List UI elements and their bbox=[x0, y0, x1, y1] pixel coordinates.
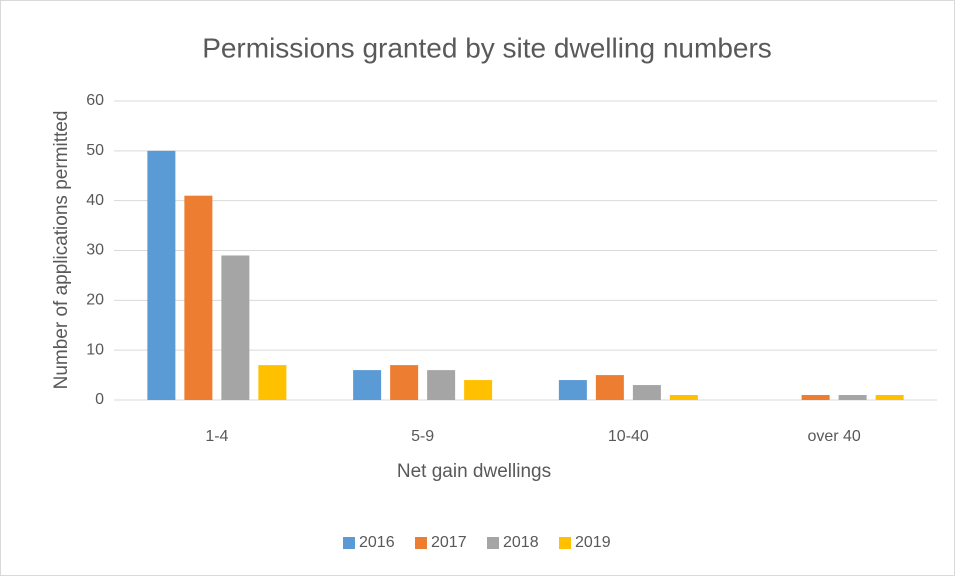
y-tick-label: 40 bbox=[86, 192, 104, 209]
y-tick-label: 60 bbox=[86, 92, 104, 109]
legend-label: 2019 bbox=[575, 534, 611, 551]
bar bbox=[221, 255, 250, 400]
bar bbox=[184, 195, 213, 400]
bar bbox=[558, 380, 587, 400]
bar bbox=[595, 375, 624, 400]
x-axis-label: Net gain dwellings bbox=[397, 461, 551, 482]
chart-title: Permissions granted by site dwelling num… bbox=[202, 32, 772, 63]
legend-label: 2018 bbox=[503, 534, 539, 551]
y-tick-label: 0 bbox=[95, 391, 104, 408]
y-tick-label: 10 bbox=[86, 341, 104, 358]
y-axis-label: Number of applications permitted bbox=[51, 111, 72, 390]
y-tick-label: 30 bbox=[86, 242, 104, 259]
x-tick-label: 10-40 bbox=[608, 428, 649, 445]
bar bbox=[875, 395, 904, 400]
x-tick-label: over 40 bbox=[807, 428, 860, 445]
y-tick-label: 50 bbox=[86, 142, 104, 159]
bar bbox=[464, 380, 493, 400]
x-tick-label: 5-9 bbox=[411, 428, 434, 445]
bar bbox=[669, 395, 698, 400]
legend-swatch bbox=[487, 537, 499, 549]
y-tick-label: 20 bbox=[86, 292, 104, 309]
bar bbox=[258, 365, 287, 400]
legend-swatch bbox=[415, 537, 427, 549]
bar bbox=[353, 370, 382, 400]
legend-label: 2016 bbox=[359, 534, 395, 551]
bar bbox=[390, 365, 419, 400]
legend-swatch bbox=[559, 537, 571, 549]
legend-label: 2017 bbox=[431, 534, 467, 551]
bar bbox=[838, 395, 867, 400]
bar bbox=[147, 150, 176, 400]
x-tick-label: 1-4 bbox=[205, 428, 228, 445]
bar bbox=[801, 395, 830, 400]
bar bbox=[427, 370, 456, 400]
legend-swatch bbox=[343, 537, 355, 549]
bar bbox=[632, 385, 661, 400]
